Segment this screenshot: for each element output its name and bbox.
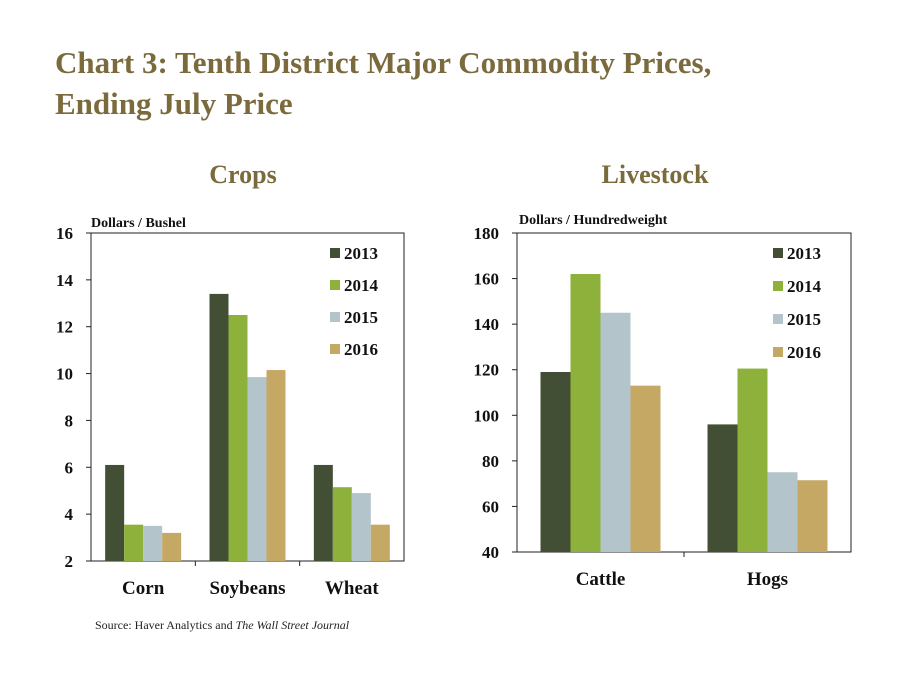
- livestock-bar-cattle-2013: [540, 371, 571, 552]
- crops-legend-label-2014: 2014: [344, 276, 379, 295]
- livestock-legend-label-2013: 2013: [787, 244, 821, 263]
- crops-legend-label-2015: 2015: [344, 308, 378, 327]
- crops-legend-swatch-2016: [330, 344, 340, 354]
- page-title-line1: Chart 3: Tenth District Major Commodity …: [55, 45, 712, 80]
- crops-y-tick-label: 4: [65, 505, 74, 524]
- livestock-legend-label-2015: 2015: [787, 310, 821, 329]
- crops-bar-soybeans-2015: [247, 377, 267, 561]
- crops-bar-wheat-2015: [351, 493, 371, 561]
- crops-bar-soybeans-2016: [266, 370, 286, 561]
- livestock-category-label: Cattle: [576, 569, 626, 590]
- livestock-bar-hogs-2016: [797, 480, 828, 552]
- crops-category-label: Wheat: [325, 578, 380, 599]
- crops-legend-label-2013: 2013: [344, 244, 378, 263]
- crops-legend-swatch-2013: [330, 248, 340, 258]
- livestock-y-tick-label: 100: [474, 406, 500, 425]
- livestock-bar-hogs-2015: [767, 472, 798, 552]
- crops-legend-label-2016: 2016: [344, 340, 378, 359]
- livestock-legend-label-2016: 2016: [787, 343, 821, 362]
- livestock-bar-cattle-2016: [630, 385, 661, 552]
- livestock-y-tick-label: 160: [474, 270, 500, 289]
- source-prefix: Source: Haver Analytics and: [95, 618, 236, 632]
- crops-y-tick-label: 6: [65, 458, 74, 477]
- crops-y-tick-label: 14: [56, 271, 74, 290]
- crops-legend-swatch-2015: [330, 312, 340, 322]
- livestock-legend-swatch-2014: [773, 281, 783, 291]
- livestock-bar-cattle-2015: [600, 312, 631, 552]
- page-title-line2: Ending July Price: [55, 86, 293, 121]
- source-note: Source: Haver Analytics and The Wall Str…: [95, 618, 349, 633]
- livestock-y-tick-label: 60: [482, 497, 499, 516]
- livestock-legend-swatch-2016: [773, 347, 783, 357]
- livestock-y-tick-label: 140: [474, 315, 500, 334]
- crops-y-tick-label: 16: [56, 224, 73, 243]
- crops-category-label: Soybeans: [209, 578, 285, 599]
- crops-chart-title: Crops: [209, 160, 276, 189]
- crops-y-tick-label: 12: [56, 318, 73, 337]
- crops-legend-swatch-2014: [330, 280, 340, 290]
- crops-bar-wheat-2016: [370, 524, 390, 561]
- crops-bar-wheat-2013: [313, 464, 333, 561]
- crops-bar-soybeans-2013: [209, 293, 229, 561]
- page-title: Chart 3: Tenth District Major Commodity …: [55, 42, 711, 124]
- livestock-legend-swatch-2013: [773, 248, 783, 258]
- crops-bar-corn-2014: [124, 524, 144, 561]
- crops-axis-unit-label: Dollars / Bushel: [91, 216, 186, 231]
- crops-y-tick-label: 10: [56, 365, 73, 384]
- livestock-category-label: Hogs: [747, 569, 788, 590]
- source-journal: The Wall Street Journal: [235, 618, 350, 632]
- livestock-legend-swatch-2015: [773, 314, 783, 324]
- crops-bar-wheat-2014: [332, 487, 352, 561]
- crops-y-tick-label: 2: [65, 552, 74, 571]
- livestock-legend-label-2014: 2014: [787, 277, 822, 296]
- livestock-y-tick-label: 180: [474, 224, 500, 243]
- crops-category-label: Corn: [122, 578, 165, 599]
- livestock-y-tick-label: 120: [474, 361, 500, 380]
- livestock-bar-hogs-2014: [737, 368, 768, 552]
- crops-bar-corn-2015: [143, 525, 163, 561]
- livestock-chart-title: Livestock: [602, 160, 709, 189]
- livestock-y-tick-label: 80: [482, 452, 499, 471]
- crops-bar-corn-2016: [162, 532, 182, 561]
- crops-bar-corn-2013: [105, 464, 125, 561]
- livestock-bar-cattle-2014: [570, 274, 601, 552]
- crops-bar-soybeans-2014: [228, 315, 248, 561]
- livestock-bar-hogs-2013: [707, 424, 738, 552]
- livestock-y-tick-label: 40: [482, 543, 499, 562]
- crops-y-tick-label: 8: [65, 411, 74, 430]
- livestock-axis-unit-label: Dollars / Hundredweight: [519, 213, 668, 228]
